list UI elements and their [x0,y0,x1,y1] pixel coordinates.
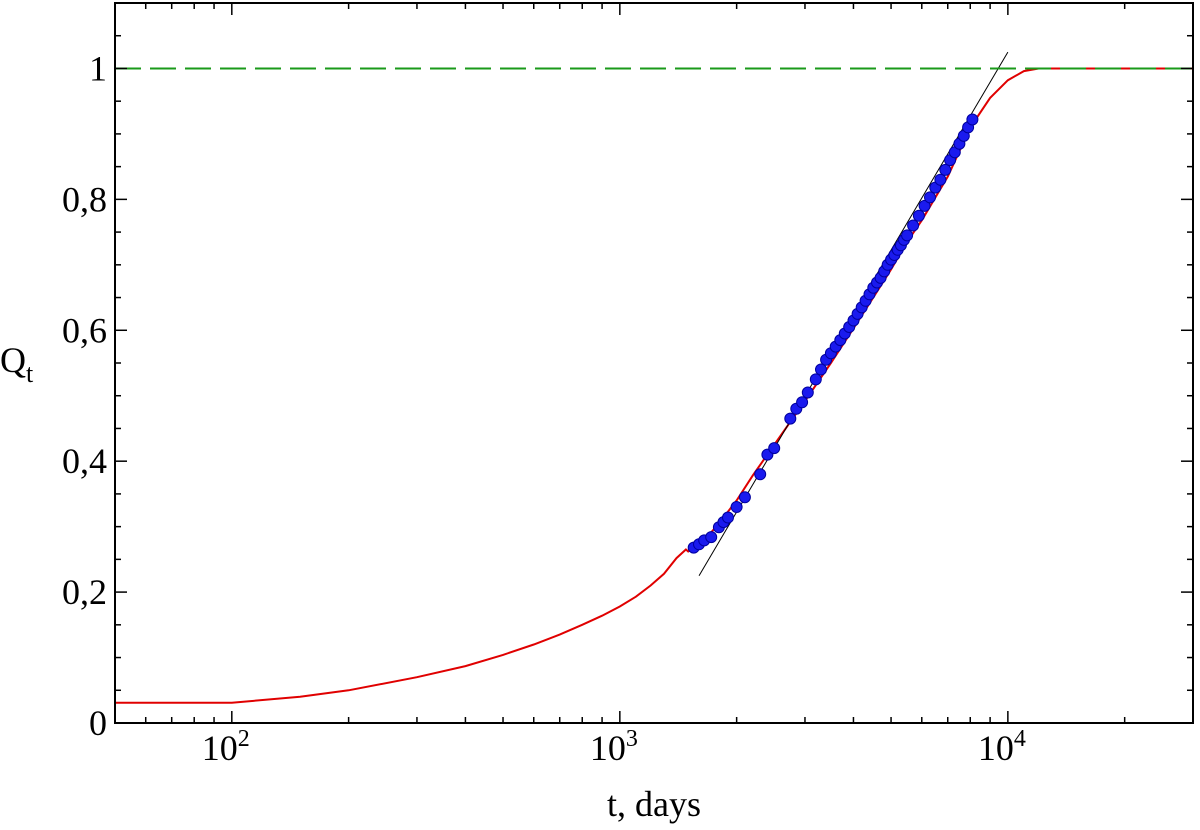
plot-frame [114,2,1194,724]
y-tick-label: 0,2 [62,572,107,612]
data-point [768,442,781,455]
y-axis-label-main: Q [0,340,26,380]
data-point [754,468,767,481]
data-point [966,113,979,126]
x-tick-label-base: 10 [590,728,626,768]
plot-marks [115,51,1193,704]
data-point [815,363,827,376]
x-tick-label: 103 [590,726,638,768]
data-point [912,209,925,222]
x-tick-label: 104 [978,726,1026,768]
y-tick-label: 1 [89,48,107,88]
data-point [784,412,797,425]
x-tick-label-exp: 2 [238,726,250,752]
data-point [918,199,931,212]
y-axis-label: Qt [0,340,34,388]
model-curve [115,67,1193,704]
data-point [907,219,920,232]
y-tick-label: 0,4 [62,441,107,481]
data-point [738,491,751,504]
x-tick-label-exp: 3 [626,726,638,752]
x-axis-label: t, days [607,784,701,824]
data-point [934,173,947,186]
data-point [722,511,734,524]
data-point [901,229,914,242]
data-point [801,386,814,399]
data-point [730,501,743,513]
x-tick-label-base: 10 [202,728,238,768]
y-tick-label: 0 [89,703,107,743]
y-tick-label: 0,8 [62,179,107,219]
data-point [924,191,936,204]
y-tick-label: 0,6 [62,310,107,350]
axis-ticks [114,2,1194,724]
data-point [705,531,718,544]
x-tick-label-exp: 4 [1014,726,1026,752]
x-tick-label-base: 10 [978,728,1014,768]
x-tick-label: 102 [202,726,250,768]
data-point [796,396,809,409]
data-point [939,163,952,176]
y-axis-label-sub: t [26,359,34,388]
data-point [809,373,822,386]
